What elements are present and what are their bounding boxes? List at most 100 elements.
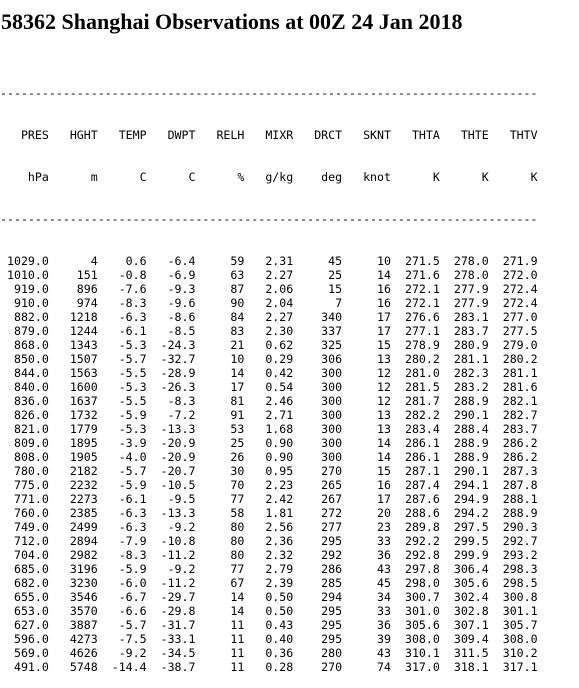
table-cell: 850.0 [0,352,49,366]
table-cell: -14.4 [97,660,147,674]
table-cell: 1.81 [244,506,294,520]
table-cell: -6.0 [97,576,147,590]
column-unit: knot [342,170,391,184]
table-cell: 272.4 [488,296,538,310]
table-cell: 3196 [48,562,98,576]
table-cell: 295 [293,618,343,632]
table-row: 775.0 2232 -5.9 -10.5 70 2.23 265 16 287… [0,478,538,492]
table-cell: 0.42 [244,366,294,380]
column-unit: C [97,170,147,184]
table-cell: 16 [342,296,391,310]
table-cell: 151 [48,268,98,282]
table-row: 826.0 1732 -5.9 -7.2 91 2.71 300 13 282.… [0,408,538,422]
table-cell: -5.7 [97,618,147,632]
table-cell: 569.0 [0,646,49,660]
table-row: 868.0 1343 -5.3 -24.3 21 0.62 325 15 278… [0,338,538,352]
table-cell: 0.90 [244,450,294,464]
table-cell: 281.0 [391,366,440,380]
table-cell: 295 [293,632,343,646]
table-cell: -6.9 [146,268,196,282]
table-cell: 278.0 [439,268,489,282]
table-cell: 2.36 [244,534,294,548]
table-cell: 712.0 [0,534,49,548]
table-cell: 287.6 [391,492,440,506]
table-cell: -5.5 [97,366,147,380]
table-cell: 17 [342,310,391,324]
table-cell: 1779 [48,422,98,436]
table-cell: 2982 [48,548,98,562]
table-cell: 3230 [48,576,98,590]
table-cell: 2.56 [244,520,294,534]
table-cell: 0.6 [97,254,147,268]
table-cell: 13 [342,422,391,436]
table-cell: 299.9 [439,548,489,562]
table-cell: 325 [293,338,343,352]
table-cell: 297.5 [439,520,489,534]
table-cell: 1895 [48,436,98,450]
table-cell: 272.1 [391,282,440,296]
table-cell: 302.4 [439,590,489,604]
table-cell: 11 [195,646,245,660]
table-cell: 67 [195,576,245,590]
table-cell: 306 [293,352,343,366]
table-cell: 271.9 [488,254,538,268]
table-row: 627.0 3887 -5.7 -31.7 11 0.43 295 36 305… [0,618,538,632]
table-cell: 283.7 [439,324,489,338]
table-cell: 294.1 [439,478,489,492]
table-cell: 286.1 [391,450,440,464]
table-row: 882.0 1218 -6.3 -8.6 84 2.27 340 17 276.… [0,310,538,324]
table-cell: -34.5 [146,646,196,660]
column-header: RELH [195,128,245,142]
table-cell: 292.8 [391,548,440,562]
table-cell: -9.6 [146,296,196,310]
table-cell: 295 [293,534,343,548]
table-row: 809.0 1895 -3.9 -20.9 25 0.90 300 14 286… [0,436,538,450]
table-cell: 4626 [48,646,98,660]
table-cell: 272.1 [391,296,440,310]
table-cell: -5.9 [97,478,147,492]
unit-header-row: hPa m C C % g/kg deg knot K K K [0,170,538,184]
table-cell: 90 [195,296,245,310]
table-cell: 77 [195,492,245,506]
table-cell: -5.9 [97,408,147,422]
table-cell: 267 [293,492,343,506]
table-cell: -8.3 [97,548,147,562]
table-cell: 1029.0 [0,254,49,268]
table-cell: -24.3 [146,338,196,352]
table-cell: -26.3 [146,380,196,394]
table-cell: 34 [342,590,391,604]
table-cell: 282.2 [391,408,440,422]
column-unit: m [48,170,98,184]
table-cell: 277.9 [439,282,489,296]
table-row: 821.0 1779 -5.3 -13.3 53 1.68 300 13 283… [0,422,538,436]
page-title: 58362 Shanghai Observations at 00Z 24 Ja… [1,9,463,34]
table-cell: 299.5 [439,534,489,548]
table-cell: 58 [195,506,245,520]
table-cell: -29.8 [146,604,196,618]
column-header: MIXR [244,128,294,142]
table-cell: 280.2 [391,352,440,366]
table-row: 653.0 3570 -6.6 -29.8 14 0.50 295 33 301… [0,604,538,618]
table-cell: 280.2 [488,352,538,366]
table-cell: 4273 [48,632,98,646]
column-header: DWPT [146,128,196,142]
table-cell: 3570 [48,604,98,618]
table-cell: 882.0 [0,310,49,324]
table-cell: -6.1 [97,324,147,338]
table-cell: 13 [342,408,391,422]
table-cell: 271.5 [391,254,440,268]
column-unit: K [439,170,489,184]
table-cell: 288.6 [391,506,440,520]
table-cell: 74 [342,660,391,674]
table-cell: 16 [342,478,391,492]
table-cell: 277.5 [488,324,538,338]
table-cell: 780.0 [0,464,49,478]
table-cell: 1905 [48,450,98,464]
table-cell: 80 [195,548,245,562]
table-cell: 2.06 [244,282,294,296]
table-cell: 287.3 [488,464,538,478]
table-cell: -5.3 [97,422,147,436]
table-cell: 286 [293,562,343,576]
table-cell: 1343 [48,338,98,352]
table-cell: 15 [342,338,391,352]
